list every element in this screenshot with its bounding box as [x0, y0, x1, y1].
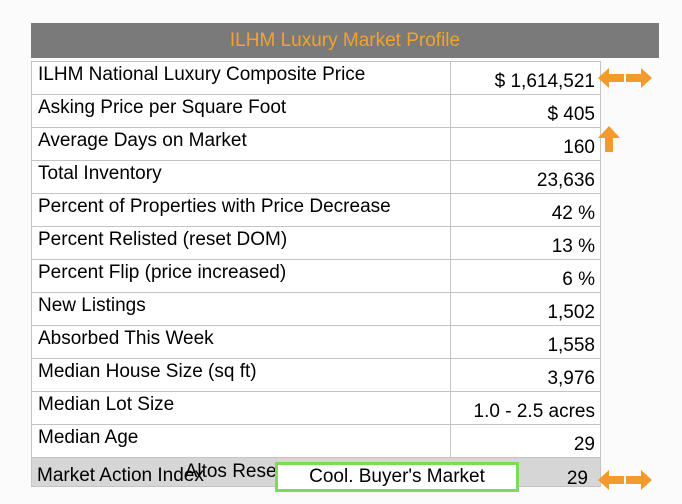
- right-arrow-icon: [626, 68, 652, 88]
- row-label: Total Inventory: [31, 160, 451, 194]
- table-row: Absorbed This Week 1,558: [31, 325, 601, 359]
- table-title: ILHM Luxury Market Profile: [31, 23, 659, 58]
- row-label: Median Lot Size: [31, 391, 451, 425]
- left-arrow-icon: [598, 470, 624, 490]
- row-value: 3,976: [450, 358, 601, 392]
- table-row: Median Age 29: [31, 424, 601, 458]
- row-label: Median House Size (sq ft): [31, 358, 451, 392]
- row-value: 13 %: [450, 226, 601, 260]
- row-value: 42 %: [450, 193, 601, 227]
- row-label: Percent of Properties with Price Decreas…: [31, 193, 451, 227]
- row-value: $ 405: [450, 94, 601, 128]
- row-label: Median Age: [31, 424, 451, 458]
- row-label: ILHM National Luxury Composite Price: [31, 61, 451, 95]
- market-profile-table: ILHM National Luxury Composite Price $ 1…: [31, 61, 601, 487]
- table-row: Percent of Properties with Price Decreas…: [31, 193, 601, 227]
- table-row: Average Days on Market 160: [31, 127, 601, 161]
- market-action-label: Market Action Index: [37, 465, 204, 486]
- table-row: ILHM National Luxury Composite Price $ 1…: [31, 61, 601, 95]
- left-arrow-icon: [598, 68, 624, 88]
- right-arrow-icon: [626, 470, 652, 490]
- row-value: 160: [450, 127, 601, 161]
- row-label: Absorbed This Week: [31, 325, 451, 359]
- row-value: 1.0 - 2.5 acres: [450, 391, 601, 425]
- market-action-row: Market Action Index Cool. Buyer's Market…: [31, 462, 591, 494]
- row-value: $ 1,614,521: [450, 61, 601, 95]
- left-right-arrows-icon: [598, 68, 652, 88]
- table-row: Percent Relisted (reset DOM) 13 %: [31, 226, 601, 260]
- row-value: 1,558: [450, 325, 601, 359]
- left-right-arrows-icon: [598, 470, 652, 490]
- table-row: Median Lot Size 1.0 - 2.5 acres: [31, 391, 601, 425]
- table-row: New Listings 1,502: [31, 292, 601, 326]
- row-value: 29: [450, 424, 601, 458]
- table-row: Total Inventory 23,636: [31, 160, 601, 194]
- table-row: Median House Size (sq ft) 3,976: [31, 358, 601, 392]
- row-value: 6 %: [450, 259, 601, 293]
- row-label: Average Days on Market: [31, 127, 451, 161]
- table-row: Percent Flip (price increased) 6 %: [31, 259, 601, 293]
- market-status-badge: Cool. Buyer's Market: [275, 462, 519, 492]
- row-value: 23,636: [450, 160, 601, 194]
- row-label: Percent Relisted (reset DOM): [31, 226, 451, 260]
- row-label: Asking Price per Square Foot: [31, 94, 451, 128]
- table-row: Asking Price per Square Foot $ 405: [31, 94, 601, 128]
- up-arrow-icon: [598, 126, 620, 152]
- row-label: New Listings: [31, 292, 451, 326]
- row-value: 1,502: [450, 292, 601, 326]
- market-action-value: 29: [566, 468, 588, 489]
- row-label: Percent Flip (price increased): [31, 259, 451, 293]
